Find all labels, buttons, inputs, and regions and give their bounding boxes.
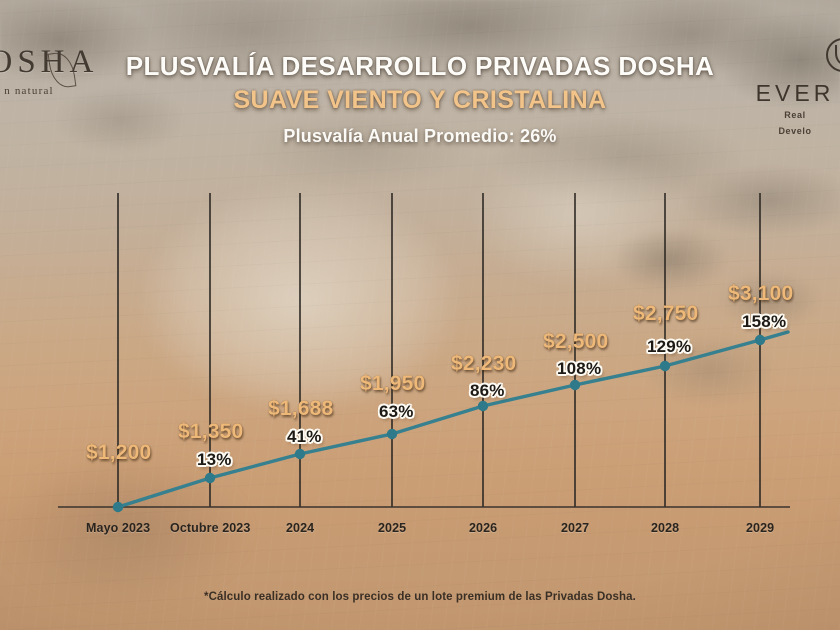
brand-logo-dosha-tagline: n natural xyxy=(4,85,54,97)
brand-logo-dosha: DOSHA n natural xyxy=(0,44,104,98)
data-point-2026[interactable] xyxy=(477,400,489,412)
background-sand-patch xyxy=(0,430,290,630)
data-point-mayo-2023[interactable] xyxy=(112,501,124,513)
chart-series-line xyxy=(116,330,790,509)
page-title: PLUSVALÍA DESARROLLO PRIVADAS DOSHA xyxy=(125,51,715,81)
background-trees xyxy=(610,230,840,460)
header-block: PLUSVALÍA DESARROLLO PRIVADAS DOSHA SUAV… xyxy=(0,51,840,147)
data-point-2028[interactable] xyxy=(659,360,671,372)
chart-gridlines xyxy=(117,193,761,507)
brand-logo-everest-sub-line1: Real xyxy=(784,110,806,120)
brand-logo-everest-sub-line2: Develo xyxy=(778,125,812,136)
page-subtitle: SUAVE VIENTO Y CRISTALINA xyxy=(233,86,607,115)
data-point-2029[interactable] xyxy=(754,334,766,346)
data-point-octubre-2023[interactable] xyxy=(204,472,216,484)
brand-logo-everest-name: EVER xyxy=(755,80,835,106)
brand-logo-dosha-name: DOSHA xyxy=(0,44,99,80)
data-point-2024[interactable] xyxy=(294,448,306,460)
chart-footnote: *Cálculo realizado con los precios de un… xyxy=(204,591,636,603)
average-appreciation-note: Plusvalía Anual Promedio: 26% xyxy=(283,126,557,147)
data-point-2027[interactable] xyxy=(569,379,581,391)
data-point-2025[interactable] xyxy=(386,428,398,440)
background-haze-secondary xyxy=(430,120,730,310)
chart-data-points xyxy=(112,334,766,513)
